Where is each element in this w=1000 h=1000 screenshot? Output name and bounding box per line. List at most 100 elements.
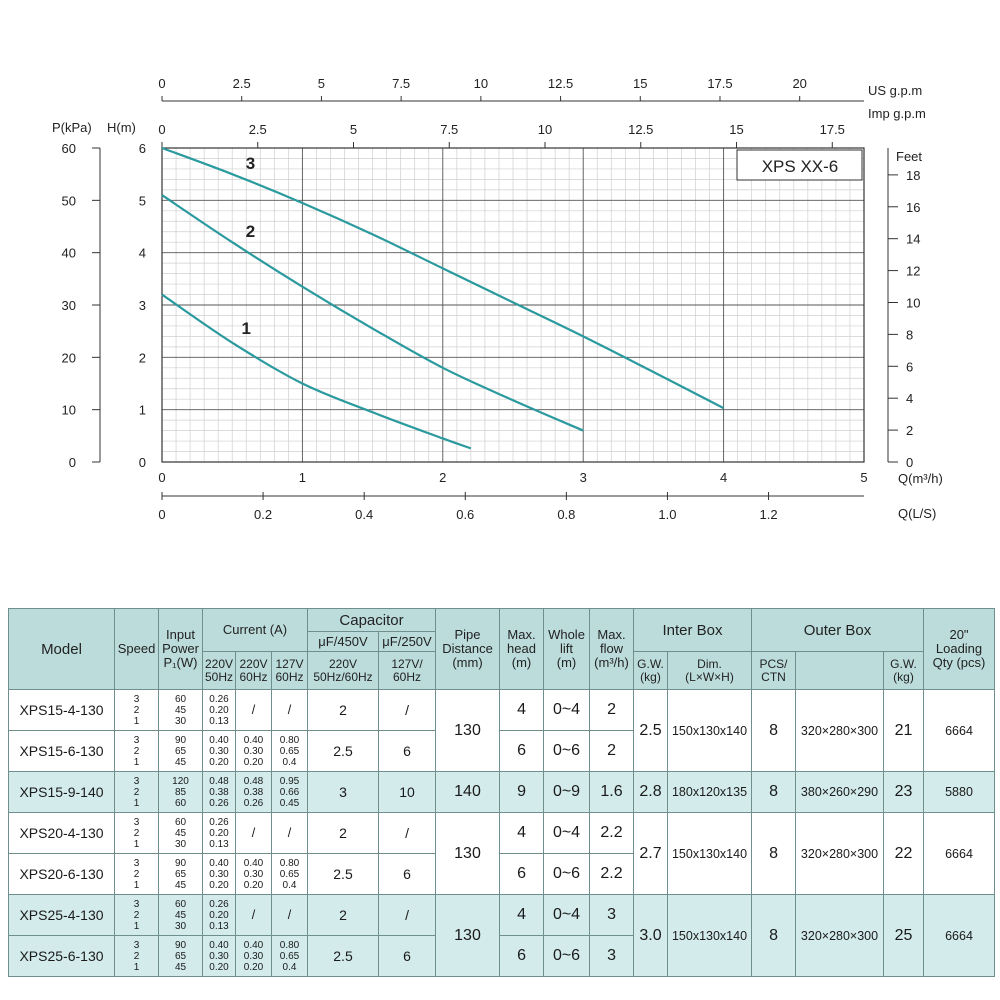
cell-current-220-50-value: 0.20 xyxy=(209,879,229,891)
cell-current-127-60-value: 0.4 xyxy=(282,961,297,973)
header-ogw-1: G.W. xyxy=(890,656,917,671)
cell-power: 60 45 30 xyxy=(158,894,203,936)
imp-tick-label: 17.5 xyxy=(820,122,845,137)
kpa-tick-label: 10 xyxy=(62,403,76,418)
cell-cap-450: 2 xyxy=(307,689,379,731)
cell-whole-lift: 0~4 xyxy=(543,689,591,731)
cell-cap-450: 3 xyxy=(307,771,379,813)
cell-pipe-distance: 130 xyxy=(435,689,501,772)
header-maxflow-2: flow xyxy=(599,641,624,656)
cell-max-head: 6 xyxy=(499,853,545,895)
cell-current-220-50-value: 0.20 xyxy=(209,827,229,839)
cell-power-value: 30 xyxy=(174,715,187,727)
ls-tick-label: 0.2 xyxy=(254,507,272,522)
header-maxhead-2: head xyxy=(507,641,536,656)
ls-tick-label: 1.0 xyxy=(658,507,676,522)
imp-tick-label: 12.5 xyxy=(628,122,653,137)
cell-speed-value: 3 xyxy=(133,734,140,746)
cell-current-220-60-value: 0.20 xyxy=(243,961,264,973)
q-m3h-label: Q(m³/h) xyxy=(898,471,943,486)
feet-tick-label: 0 xyxy=(906,455,913,470)
feet-axis-label: Feet xyxy=(896,149,922,164)
header-cur-220-60-b: 60Hz xyxy=(239,669,268,684)
kpa-tick-label: 50 xyxy=(62,193,76,208)
cell-pipe-distance: 140 xyxy=(435,771,501,813)
header-outer-box: Outer Box xyxy=(751,608,925,652)
cell-speed-value: 1 xyxy=(133,961,140,973)
cell-model: XPS15-6-130 xyxy=(8,730,115,772)
cell-power-value: 30 xyxy=(174,920,187,932)
feet-tick-label: 8 xyxy=(906,327,913,342)
cell-loading-qty: 6664 xyxy=(923,689,996,772)
cell-power-value: 85 xyxy=(174,786,187,798)
header-outer-gw: G.W. (kg) xyxy=(883,651,925,690)
header-current: Current (A) xyxy=(202,608,308,652)
ls-tick-label: 1.2 xyxy=(759,507,777,522)
cell-current-220-50-value: 0.13 xyxy=(209,838,229,850)
cell-power-value: 60 xyxy=(174,898,187,910)
cell-cap-250: 6 xyxy=(377,853,437,895)
cell-whole-lift: 0~9 xyxy=(543,771,591,813)
cell-max-head: 4 xyxy=(499,689,545,731)
header-gw-1: G.W. xyxy=(637,656,664,671)
cell-speed-value: 2 xyxy=(133,745,140,757)
us-tick-label: 5 xyxy=(318,76,325,91)
cell-cap-250: 6 xyxy=(377,730,437,772)
q-tick-label: 4 xyxy=(720,470,727,485)
cell-max-flow: 3 xyxy=(589,894,635,936)
header-pipe-3: (mm) xyxy=(452,655,483,670)
kpa-tick-label: 30 xyxy=(62,298,76,313)
header-speed: Speed xyxy=(114,608,159,690)
header-pipe: Pipe Distance (mm) xyxy=(435,608,501,690)
cell-current-220-50-value: 0.26 xyxy=(209,797,229,809)
imp-tick-label: 0 xyxy=(158,122,165,137)
cell-outer-gw: 21 xyxy=(883,689,925,772)
cell-current-220-60-value: 0.38 xyxy=(243,786,264,798)
cell-cap-450: 2 xyxy=(307,894,379,936)
imp-gpm-label: Imp g.p.m xyxy=(868,106,926,121)
header-capacitor: Capacitor xyxy=(306,608,437,632)
h-tick-label: 4 xyxy=(139,246,146,261)
cell-inter-gw: 3.0 xyxy=(633,894,669,977)
imp-tick-label: 7.5 xyxy=(440,122,458,137)
imp-tick-label: 5 xyxy=(350,122,357,137)
cell-current-127-60: / xyxy=(271,894,308,936)
kpa-tick-label: 20 xyxy=(62,350,76,365)
h-axis-label: H(m) xyxy=(107,120,136,135)
feet-tick-label: 18 xyxy=(906,168,920,183)
spec-table-container: Model Speed Input Power P₁(W) Current (A… xyxy=(8,608,996,977)
header-dim-2: (L×W×H) xyxy=(685,669,734,684)
us-tick-label: 20 xyxy=(792,76,806,91)
us-tick-label: 10 xyxy=(474,76,488,91)
cell-power: 60 45 30 xyxy=(158,812,203,854)
header-max-flow: Max. flow (m³/h) xyxy=(589,608,635,690)
header-cur-220-50: 220V 50Hz xyxy=(202,651,236,690)
cell-inter-gw: 2.5 xyxy=(633,689,669,772)
cell-current-220-50-value: 0.30 xyxy=(209,868,229,880)
cell-current-220-60: / xyxy=(235,812,272,854)
header-whole-lift: Whole lift (m) xyxy=(543,608,591,690)
cell-current-127-60-value: 0.80 xyxy=(279,857,300,869)
cell-cap-250: / xyxy=(377,894,437,936)
cell-current-127-60: 0.80 0.65 0.4 xyxy=(271,730,308,772)
cell-speed-value: 2 xyxy=(133,827,140,839)
cell-outer-gw: 25 xyxy=(883,894,925,977)
cell-speed-value: 1 xyxy=(133,756,140,768)
header-input-power: Input Power P₁(W) xyxy=(158,608,203,690)
cell-outer-dim: 320×280×300 xyxy=(795,812,885,895)
cell-current-220-60-value: 0.40 xyxy=(243,734,264,746)
cell-max-head: 4 xyxy=(499,894,545,936)
cell-loading-qty: 6664 xyxy=(923,894,996,977)
header-cap-220: 220V 50Hz/60Hz xyxy=(307,651,379,690)
cell-current-220-50: 0.26 0.20 0.13 xyxy=(202,812,236,854)
cell-power-value: 65 xyxy=(174,868,187,880)
cell-loading-qty: 5880 xyxy=(923,771,996,813)
cell-speed-value: 1 xyxy=(133,838,140,850)
cell-power: 90 65 45 xyxy=(158,935,203,977)
cell-inter-gw: 2.8 xyxy=(633,771,669,813)
h-tick-label: 6 xyxy=(139,141,146,156)
header-cap-127-b: 60Hz xyxy=(393,669,422,684)
cell-max-flow: 2 xyxy=(589,689,635,731)
